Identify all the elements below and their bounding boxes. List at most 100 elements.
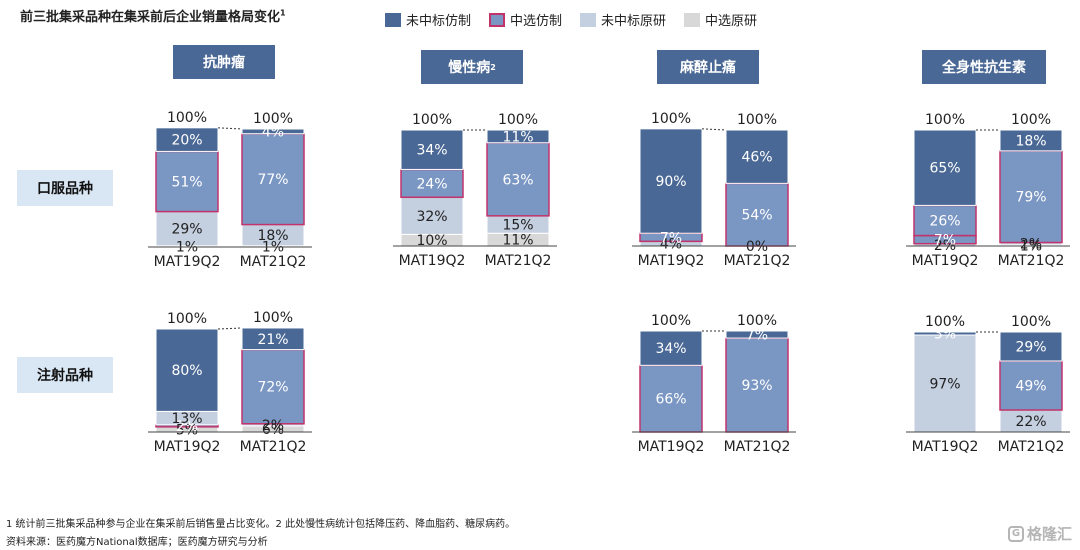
data-label: 77% xyxy=(257,172,288,188)
data-label: 49% xyxy=(1015,379,1046,395)
legend-swatch xyxy=(580,12,597,27)
category-label: MAT19Q2 xyxy=(638,253,705,269)
legend-item: 未中标仿制 xyxy=(385,10,471,29)
data-label: 34% xyxy=(416,143,447,159)
data-label: 54% xyxy=(741,208,772,224)
data-label: 29% xyxy=(171,222,202,238)
data-label: 97% xyxy=(929,377,960,393)
data-label: 93% xyxy=(741,378,772,394)
total-label: 100% xyxy=(1011,314,1051,330)
data-label: 2% xyxy=(1020,237,1042,253)
bar-segment xyxy=(639,364,703,433)
bar-segment xyxy=(999,331,1063,362)
row-header-oral: 口服品种 xyxy=(17,170,113,206)
bar-segment xyxy=(725,129,789,184)
bar-segment xyxy=(999,129,1063,152)
legend-item: 未中标原研 xyxy=(580,10,666,29)
category-label: MAT19Q2 xyxy=(154,439,221,455)
category-label: MAT21Q2 xyxy=(724,253,791,269)
data-label: 20% xyxy=(171,133,202,149)
data-label: 46% xyxy=(741,150,772,166)
total-label: 100% xyxy=(167,311,207,327)
total-label: 100% xyxy=(1011,112,1051,128)
source-note: 资料来源：医药魔方National数据库；医药魔方研究与分析 xyxy=(6,537,268,548)
data-label: 6% xyxy=(262,422,284,438)
legend-swatch xyxy=(489,12,506,27)
total-label: 100% xyxy=(498,112,538,128)
bar-segment xyxy=(999,150,1063,244)
data-label: 21% xyxy=(257,332,288,348)
data-label: 24% xyxy=(416,176,447,192)
data-label: 65% xyxy=(929,161,960,177)
data-label: 66% xyxy=(655,392,686,408)
total-label: 100% xyxy=(253,111,293,127)
bar-segment xyxy=(486,129,550,144)
total-label: 100% xyxy=(651,111,691,127)
watermark: G 格隆汇 xyxy=(1007,523,1072,544)
category-label: MAT21Q2 xyxy=(240,439,307,455)
category-header-oncology: 抗肿瘤 xyxy=(173,45,275,79)
data-label: 2% xyxy=(176,419,198,435)
data-label: 63% xyxy=(502,172,533,188)
data-label: 7% xyxy=(746,328,768,344)
bar-segment xyxy=(400,129,464,170)
bar-segment xyxy=(155,150,219,213)
category-label: MAT19Q2 xyxy=(912,439,979,455)
category-label: MAT21Q2 xyxy=(724,439,791,455)
data-label: 80% xyxy=(171,363,202,379)
data-label: 11% xyxy=(502,129,533,145)
total-label: 100% xyxy=(925,112,965,128)
legend-item: 中选仿制 xyxy=(489,10,562,29)
data-label: 3% xyxy=(934,327,956,343)
total-label: 100% xyxy=(167,110,207,126)
category-header-anesthesia: 麻醉止痛 xyxy=(657,50,759,84)
total-label: 100% xyxy=(737,112,777,128)
data-label: 79% xyxy=(1015,190,1046,206)
data-label: 18% xyxy=(257,228,288,244)
category-label: MAT21Q2 xyxy=(998,253,1065,269)
bar-segment xyxy=(725,182,789,247)
bar-segment xyxy=(639,128,703,234)
data-label: 26% xyxy=(929,213,960,229)
connector-line xyxy=(217,127,243,130)
data-label: 4% xyxy=(262,124,284,140)
data-label: 4% xyxy=(660,237,682,253)
bar-segment xyxy=(155,127,219,152)
bar-segment xyxy=(725,330,789,339)
total-label: 100% xyxy=(253,310,293,326)
data-label: 34% xyxy=(655,341,686,357)
category-label: MAT19Q2 xyxy=(154,254,221,270)
bar-segment xyxy=(241,348,305,425)
bar-segment xyxy=(241,132,305,226)
data-label: 13% xyxy=(171,411,202,427)
watermark-logo-icon: G xyxy=(1007,525,1024,542)
data-label: 90% xyxy=(655,174,686,190)
total-label: 100% xyxy=(412,112,452,128)
total-label: 100% xyxy=(651,313,691,329)
data-label: 10% xyxy=(416,233,447,249)
bar-segment xyxy=(486,142,550,217)
footnote: 1 统计前三批集采品种参与企业在集采前后销售量占比变化。2 此处慢性病统计包括降… xyxy=(6,519,516,530)
connector-line xyxy=(701,128,727,131)
data-label: 22% xyxy=(1015,414,1046,430)
bar-segment xyxy=(913,129,977,206)
data-label: 0% xyxy=(746,239,768,255)
data-label: 11% xyxy=(502,233,533,249)
data-label: 7% xyxy=(934,233,956,249)
legend-swatch xyxy=(385,12,401,27)
category-label: MAT19Q2 xyxy=(638,439,705,455)
category-label: MAT19Q2 xyxy=(399,253,466,269)
category-label: MAT21Q2 xyxy=(240,254,307,270)
bar-segment xyxy=(639,330,703,366)
data-label: 29% xyxy=(1015,340,1046,356)
bar-segment xyxy=(400,196,464,235)
data-label: 72% xyxy=(257,380,288,396)
legend-swatch xyxy=(684,12,701,27)
data-label: 2% xyxy=(262,418,284,434)
category-label: MAT21Q2 xyxy=(485,253,552,269)
data-label: 32% xyxy=(416,209,447,225)
data-label: 5% xyxy=(176,422,198,438)
total-label: 100% xyxy=(925,314,965,330)
page-title: 前三批集采品种在集采前后企业销量格局变化1 xyxy=(20,8,286,25)
category-header-chronic: 慢性病 2 xyxy=(421,50,523,84)
